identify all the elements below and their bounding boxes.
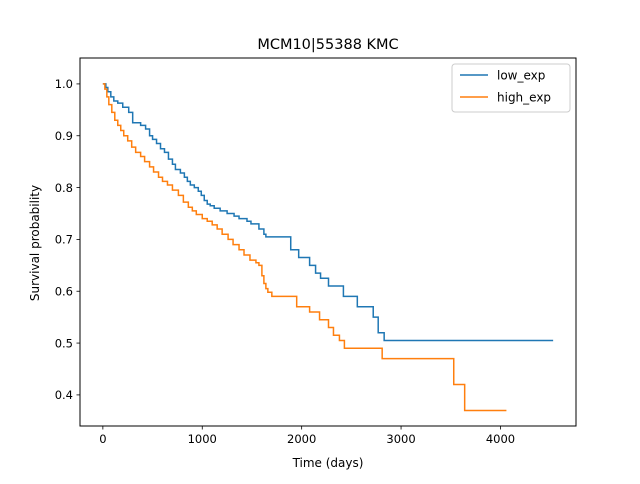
legend: low_exp high_exp xyxy=(451,63,571,113)
legend-label-low-exp: low_exp xyxy=(497,69,545,83)
y-tick-label: 0.5 xyxy=(55,336,73,350)
chart-title: MCM10|55388 KMC xyxy=(257,37,398,53)
x-tick-label: 4000 xyxy=(486,432,515,446)
y-tick-label: 0.8 xyxy=(55,181,73,195)
y-tick-label: 0.7 xyxy=(55,233,73,247)
y-tick-label: 0.6 xyxy=(55,284,73,298)
x-tick-label: 1000 xyxy=(188,432,217,446)
x-axis-ticks: 0 1000 2000 3000 4000 xyxy=(99,426,515,446)
y-tick-label: 1.0 xyxy=(55,77,73,91)
y-tick-label: 0.4 xyxy=(55,388,73,402)
plot-frame xyxy=(79,57,577,427)
y-axis-ticks: 0.4 0.5 0.6 0.7 0.8 0.9 1.0 xyxy=(55,77,80,402)
y-tick-label: 0.9 xyxy=(55,129,73,143)
legend-label-high-exp: high_exp xyxy=(497,91,551,105)
survival-curve-high-exp xyxy=(102,83,507,412)
survival-curve-low-exp xyxy=(102,83,554,342)
x-tick-label: 3000 xyxy=(386,432,415,446)
legend-box xyxy=(451,63,571,113)
x-tick-label: 2000 xyxy=(287,432,316,446)
x-axis-label: Time (days) xyxy=(292,456,364,470)
x-tick-label: 0 xyxy=(99,432,106,446)
series-layer xyxy=(102,83,554,412)
y-axis-label: Survival probability xyxy=(28,185,42,301)
